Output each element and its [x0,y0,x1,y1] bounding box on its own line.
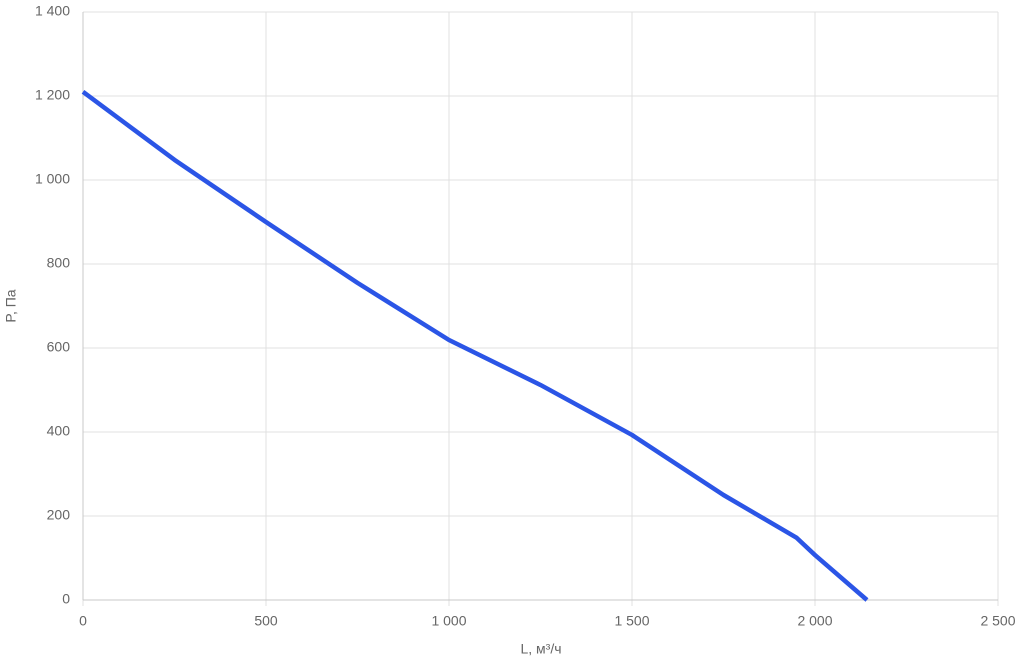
data-line [81,89,869,602]
x-tick-label: 500 [254,613,278,629]
x-tick-label: 0 [79,613,87,629]
y-tick-label: 600 [47,339,71,355]
y-axis-label: P, Па [3,289,19,322]
y-tick-label: 400 [47,423,71,439]
y-tick-label: 1 400 [35,3,70,19]
x-tick-label: 1 500 [614,613,649,629]
y-tick-label: 0 [62,591,70,607]
x-axis-label: L, м³/ч [520,641,561,657]
x-tick-label: 2 500 [980,613,1015,629]
x-tick-label: 1 000 [431,613,466,629]
x-tick-label: 2 000 [797,613,832,629]
y-tick-label: 1 200 [35,87,70,103]
y-tick-label: 1 000 [35,171,70,187]
y-tick-label: 800 [47,255,71,271]
y-tick-label: 200 [47,507,71,523]
